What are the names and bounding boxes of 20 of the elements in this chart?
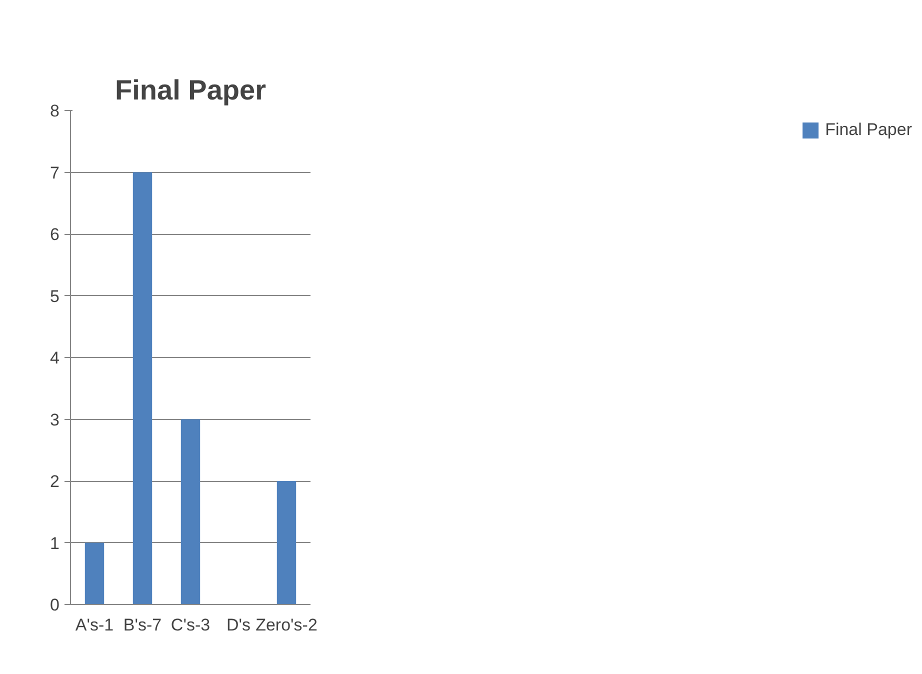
x-tick-label: A's-1: [75, 616, 114, 634]
y-tick-label: 5: [50, 286, 60, 306]
y-tick-label: 6: [50, 225, 60, 244]
x-tick-label: B's-7: [123, 616, 162, 634]
y-tick-label: 4: [50, 348, 60, 368]
y-tick-label: 2: [50, 472, 60, 491]
x-tick-label: D's: [226, 616, 251, 634]
bar: [180, 419, 200, 604]
y-tick-label: 7: [50, 163, 60, 182]
y-tick-label: 0: [50, 596, 60, 614]
y-tick-label: 1: [50, 534, 60, 553]
bar: [276, 481, 296, 604]
chart-title: Final Paper: [115, 74, 266, 106]
bar: [132, 172, 152, 604]
y-tick-label: 8: [50, 102, 60, 120]
legend-label: Final Paper: [825, 120, 912, 140]
bar: [84, 542, 104, 604]
x-tick-label: C's-3: [170, 616, 210, 634]
x-tick-label: Zero's-2: [256, 616, 318, 634]
y-tick-label: 3: [50, 410, 60, 430]
